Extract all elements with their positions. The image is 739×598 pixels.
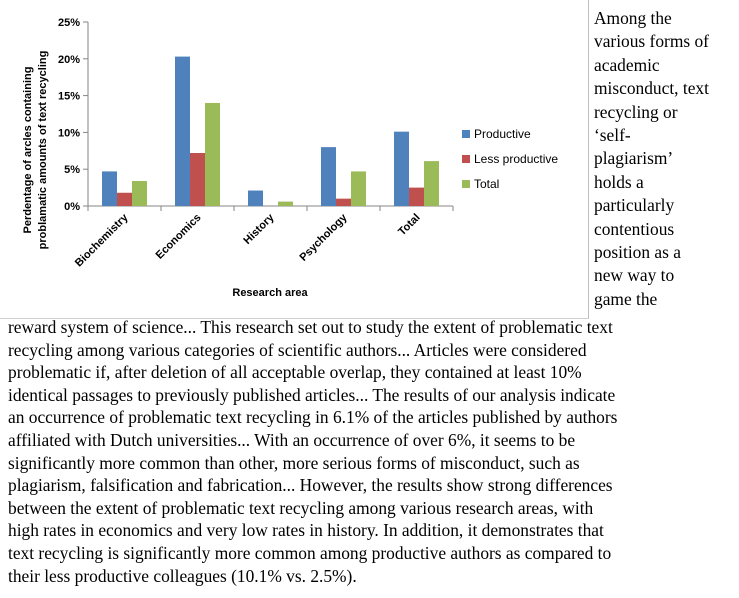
body-text-line: between the extent of problematic text r… [8,497,594,518]
body-text-line: text recycling is significantly more com… [8,542,612,563]
bar-less-productive [117,192,132,206]
bar-total [351,171,366,206]
side-text-line: holds a [594,171,644,192]
body-text-line: reward system of science... This researc… [8,317,613,337]
body-text-line: affiliated with Dutch universities... Wi… [8,429,576,450]
body-text-line: plagiarism, falsification and fabricatio… [8,475,613,496]
side-text-line: various forms of [594,31,709,52]
bar-less-productive [336,198,351,206]
bar-chart: Perdentage of arcles containing problama… [22,17,558,299]
legend-label: Productive [474,127,531,141]
body-text-line: identical passages to previously publish… [8,384,616,405]
side-text-line: ‘self- [594,125,631,146]
bar-total [205,102,220,206]
body-paragraph: reward system of science... This researc… [8,316,736,587]
bar-productive [102,171,117,206]
body-text-line: an occurrence of problematic text recycl… [8,407,618,428]
legend-swatch [462,130,470,138]
side-text-line: misconduct, text [594,78,709,99]
x-tick-label: Total [396,212,422,238]
y-tick-label: 25% [58,17,80,29]
chart-figure: Perdentage of arcles containing problama… [0,0,589,319]
side-text-line: academic [594,54,660,75]
side-text-line: recycling or [594,101,678,122]
bar-productive [321,147,336,206]
side-text-line: plagiarism’ [594,148,674,169]
y-tick-label: 5% [64,164,80,176]
x-tick-label: Biochemistry [73,211,131,269]
x-tick-label: Economics [154,212,204,262]
y-axis-label-line2: problamatic amounts of text recycling [37,51,49,250]
body-text-line: recycling among various categories of sc… [8,339,587,360]
body-text-line: high rates in economics and very low rat… [8,520,604,541]
body-text-line: problematic if, after deletion of all ac… [8,362,582,383]
bar-productive [248,190,263,206]
body-text-line: significantly more common than other, mo… [8,452,580,473]
y-tick-label: 15% [58,91,80,103]
y-tick-label: 20% [58,54,80,66]
side-text-line: particularly [594,195,675,216]
legend-label: Total [474,177,499,191]
body-text-line: their less productive colleagues (10.1% … [8,565,357,586]
bar-total [278,201,293,206]
x-tick-label: Psychology [297,211,350,264]
bar-total [424,161,439,206]
side-text-line: game the [594,288,658,309]
side-text-line: Among the [594,8,672,28]
bar-total [132,180,147,206]
side-text-line: contentious [594,218,675,239]
bar-productive [394,131,409,206]
side-text-line: new way to [594,265,675,286]
x-axis-label: Research area [232,287,308,299]
x-tick-label: History [241,211,277,247]
side-text-line: position as a [594,242,681,263]
legend-swatch [462,155,470,163]
legend-swatch [462,180,470,188]
bar-less-productive [409,187,424,206]
legend-label: Less productive [474,152,558,166]
y-axis-label-line1: Perdentage of arcles containing [22,67,34,234]
y-tick-label: 10% [58,127,80,139]
y-tick-label: 0% [64,201,80,213]
side-paragraph: Among the various forms of academic misc… [594,7,736,311]
bar-less-productive [190,153,205,206]
bar-productive [175,56,190,207]
